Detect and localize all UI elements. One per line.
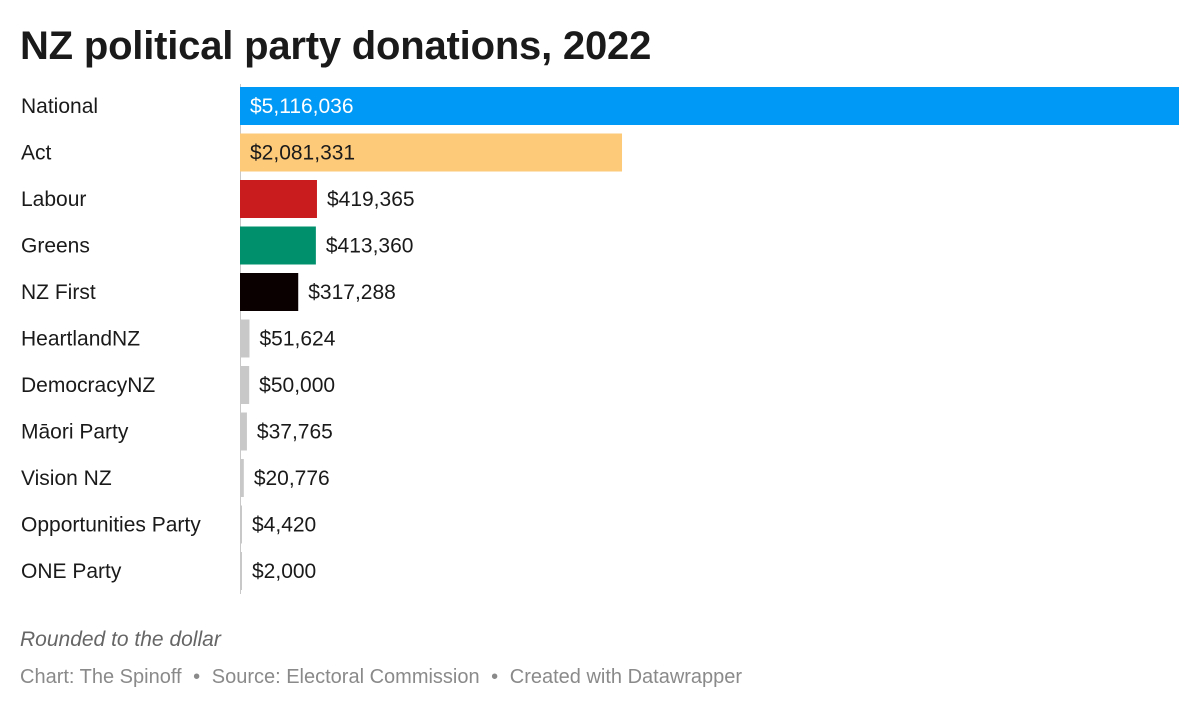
value-label: $50,000 [259,374,335,397]
value-label: $5,116,036 [250,95,354,118]
credit-source: Source: Electoral Commission [211,666,480,688]
credit-tool: Created with Datawrapper [509,666,743,688]
category-label: Act [21,142,52,165]
category-label: HeartlandNZ [21,328,140,351]
credit-separator: • [491,666,499,688]
category-label: ONE Party [21,560,122,583]
bar [240,412,247,451]
value-label: $2,081,331 [250,142,355,165]
bar [240,180,317,218]
category-label: Māori Party [21,421,129,444]
bar [240,273,299,311]
bar [240,552,242,590]
value-label: $37,765 [257,421,333,444]
category-label: NZ First [21,281,96,304]
category-label: National [21,95,98,118]
category-label: Labour [21,188,86,211]
bar [240,319,250,358]
value-label: $413,360 [326,235,414,258]
category-label: Opportunities Party [21,514,201,537]
bar [240,226,316,265]
value-label: $419,365 [327,188,415,211]
value-label: $4,420 [252,514,316,537]
value-label: $317,288 [308,281,396,304]
bar [240,505,242,544]
chart-credits: Chart: The Spinoff • Source: Electoral C… [20,666,742,689]
category-label: Greens [21,235,90,258]
chart-footnote: Rounded to the dollar [20,628,221,651]
bar [240,459,244,497]
chart-title: NZ political party donations, 2022 [20,24,652,68]
bar [240,87,1179,125]
category-label: DemocracyNZ [21,374,155,397]
value-label: $51,624 [259,328,335,351]
value-label: $2,000 [252,560,316,583]
bar [240,366,250,404]
bar [240,133,623,172]
credit-chart: Chart: The Spinoff [20,666,182,688]
value-label: $20,776 [254,467,330,490]
credit-separator: • [193,666,201,688]
category-label: Vision NZ [21,467,112,490]
bar-chart: National $5,116,036 Act $2,081,331 Labour $41… [21,84,1179,594]
